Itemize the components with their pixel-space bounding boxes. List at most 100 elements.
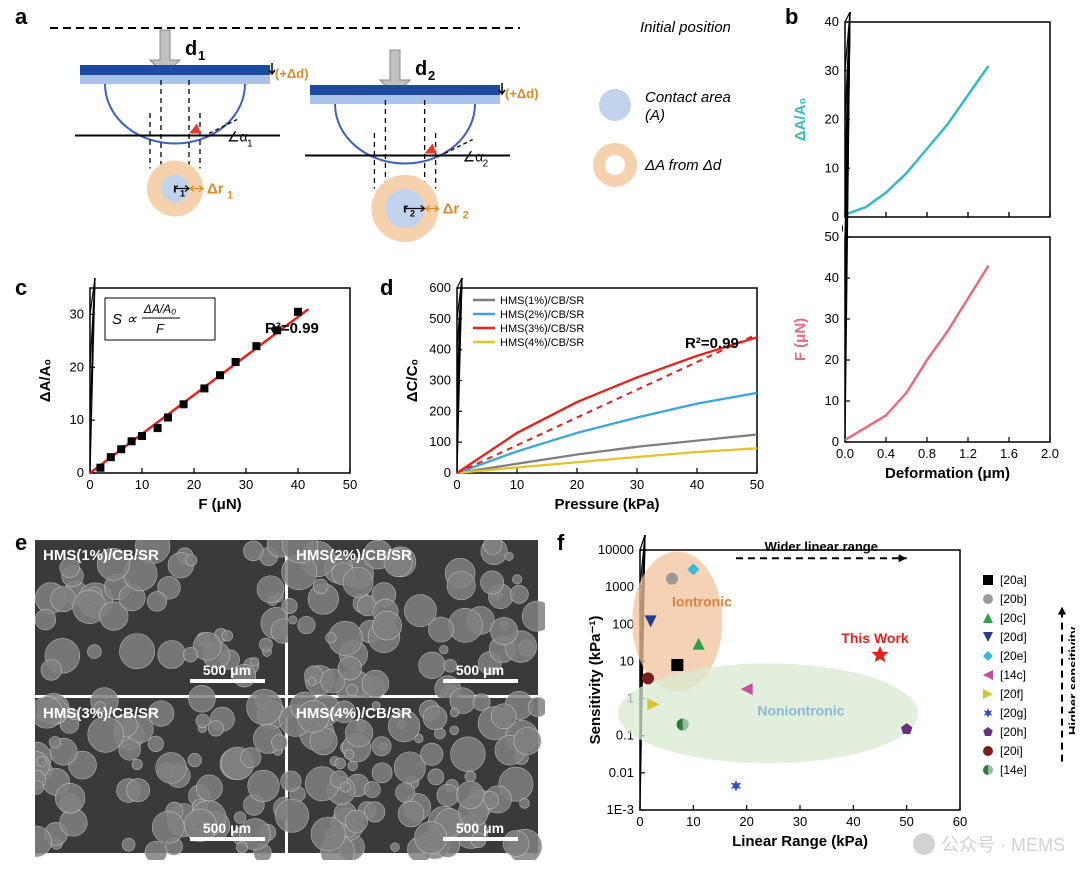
svg-text:(+Δd): (+Δd) <box>505 86 539 101</box>
svg-text:F (μN): F (μN) <box>792 318 809 361</box>
svg-text:∠α: ∠α <box>463 149 484 165</box>
svg-text:Initial position: Initial position <box>640 19 731 36</box>
svg-text:30: 30 <box>70 306 84 321</box>
svg-text:1.2: 1.2 <box>959 446 977 461</box>
panel-b-chart: 00.40.81.21.62010203040ΔA/A₀0.00.40.81.2… <box>790 12 1080 512</box>
svg-text:1.6: 1.6 <box>1000 446 1018 461</box>
svg-text:ΔA from Δd: ΔA from Δd <box>644 157 722 174</box>
svg-text:200: 200 <box>429 403 451 418</box>
svg-text:ΔA/A₀: ΔA/A₀ <box>37 359 54 402</box>
svg-text:[20a]: [20a] <box>1000 573 1027 587</box>
svg-text:30: 30 <box>825 63 839 78</box>
svg-text:0: 0 <box>77 465 84 480</box>
svg-text:1E-3: 1E-3 <box>607 802 634 817</box>
svg-text:HMS(3%)/CB/SR: HMS(3%)/CB/SR <box>43 705 159 722</box>
svg-text:2: 2 <box>483 159 489 170</box>
svg-text:[20i]: [20i] <box>1000 744 1023 758</box>
panel-e-sem: HMS(1%)/CB/SR 500 μm HMS(2%)/CB/SR 500 μm HM… <box>35 540 545 860</box>
svg-text:Linear Range (kPa): Linear Range (kPa) <box>732 833 868 850</box>
svg-text:100: 100 <box>612 616 634 631</box>
svg-text:30: 30 <box>825 311 839 326</box>
svg-text:500 μm: 500 μm <box>203 820 251 836</box>
svg-text:10000: 10000 <box>598 542 634 557</box>
svg-text:10: 10 <box>825 393 839 408</box>
svg-text:S ∝: S ∝ <box>112 311 137 328</box>
svg-text:50: 50 <box>343 477 357 492</box>
svg-text:d: d <box>185 38 197 60</box>
svg-text:20: 20 <box>70 359 84 374</box>
svg-text:Wider linear range: Wider linear range <box>765 539 878 554</box>
svg-text:20: 20 <box>825 352 839 367</box>
svg-text:HMS(2%)/CB/SR: HMS(2%)/CB/SR <box>296 547 412 564</box>
svg-text:d: d <box>415 58 427 80</box>
watermark: 公众号 · MEMS <box>913 831 1065 857</box>
panel-e-label: e <box>15 530 27 556</box>
svg-text:40: 40 <box>825 14 839 29</box>
svg-text:R²=0.99: R²=0.99 <box>265 320 319 337</box>
svg-text:HMS(1%)/CB/SR: HMS(1%)/CB/SR <box>43 547 159 564</box>
svg-text:20: 20 <box>187 477 201 492</box>
svg-text:Δr: Δr <box>443 201 460 218</box>
svg-text:0: 0 <box>832 434 839 449</box>
svg-text:Deformation (μm): Deformation (μm) <box>885 465 1010 482</box>
svg-text:∠α: ∠α <box>227 129 248 145</box>
svg-text:ΔC/C₀: ΔC/C₀ <box>404 359 421 402</box>
watermark-text: 公众号 · MEMS <box>941 831 1065 857</box>
svg-text:600: 600 <box>429 280 451 295</box>
svg-text:Iontronic: Iontronic <box>672 594 732 610</box>
svg-text:[14c]: [14c] <box>1000 668 1026 682</box>
svg-text:40: 40 <box>825 270 839 285</box>
panel-a-diagram: Initial positiond1(+Δd)∠α1r1Δr1d2(+Δd)∠α… <box>20 10 780 270</box>
svg-text:50: 50 <box>825 229 839 244</box>
svg-text:0: 0 <box>86 477 93 492</box>
svg-text:2.0: 2.0 <box>1041 446 1059 461</box>
svg-text:1: 1 <box>180 189 185 199</box>
svg-text:40: 40 <box>690 477 704 492</box>
svg-text:HMS(3%)/CB/SR: HMS(3%)/CB/SR <box>500 323 584 335</box>
svg-text:[20c]: [20c] <box>1000 611 1026 625</box>
svg-text:[20b]: [20b] <box>1000 592 1027 606</box>
svg-text:1: 1 <box>247 139 253 150</box>
svg-text:This Work: This Work <box>841 630 909 646</box>
panel-f-label: f <box>557 530 564 556</box>
svg-text:[20f]: [20f] <box>1000 687 1023 701</box>
svg-text:500 μm: 500 μm <box>203 662 251 678</box>
svg-text:40: 40 <box>291 477 305 492</box>
svg-text:Δr: Δr <box>207 181 224 198</box>
svg-text:1000: 1000 <box>605 579 634 594</box>
svg-text:300: 300 <box>429 373 451 388</box>
svg-text:HMS(2%)/CB/SR: HMS(2%)/CB/SR <box>500 309 584 321</box>
svg-text:0: 0 <box>453 477 460 492</box>
svg-text:Pressure (kPa): Pressure (kPa) <box>554 496 659 513</box>
svg-text:10: 10 <box>686 814 700 829</box>
svg-text:[20d]: [20d] <box>1000 630 1027 644</box>
panel-d-label: d <box>380 275 393 301</box>
svg-text:ΔA/A₀: ΔA/A₀ <box>792 98 809 141</box>
svg-text:10: 10 <box>510 477 524 492</box>
panel-f-chart: 01020304050601E-30.010.1110100100010000L… <box>570 535 1075 865</box>
svg-text:30: 30 <box>630 477 644 492</box>
svg-text:0.4: 0.4 <box>877 446 895 461</box>
svg-text:100: 100 <box>429 434 451 449</box>
svg-text:400: 400 <box>429 342 451 357</box>
svg-text:2: 2 <box>463 210 469 222</box>
svg-text:0.01: 0.01 <box>609 765 634 780</box>
svg-text:30: 30 <box>239 477 253 492</box>
svg-text:HMS(4%)/CB/SR: HMS(4%)/CB/SR <box>500 337 584 349</box>
svg-text:ΔA/A₀: ΔA/A₀ <box>143 302 176 316</box>
panel-d-chart: 010203040500100200300400500600Pressure (… <box>395 278 775 523</box>
svg-text:Contact area: Contact area <box>645 89 731 106</box>
svg-text:2: 2 <box>428 68 435 83</box>
svg-text:500 μm: 500 μm <box>456 662 504 678</box>
svg-text:Higher sensitivity: Higher sensitivity <box>1066 626 1075 735</box>
svg-text:(A): (A) <box>645 107 665 124</box>
svg-text:2: 2 <box>410 209 415 219</box>
svg-text:[20e]: [20e] <box>1000 649 1027 663</box>
svg-text:50: 50 <box>899 814 913 829</box>
svg-text:10: 10 <box>620 653 634 668</box>
svg-text:0: 0 <box>832 209 839 224</box>
svg-text:R²=0.99: R²=0.99 <box>685 335 739 352</box>
svg-text:0.8: 0.8 <box>918 446 936 461</box>
svg-text:60: 60 <box>953 814 967 829</box>
svg-text:40: 40 <box>846 814 860 829</box>
